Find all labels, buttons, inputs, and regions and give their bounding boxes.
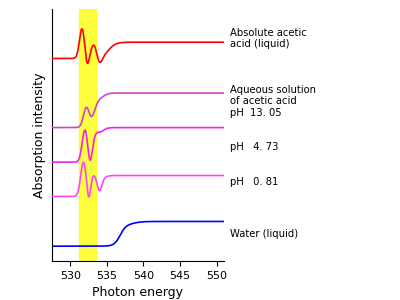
X-axis label: Photon energy: Photon energy	[92, 286, 184, 299]
Text: Absolute acetic
acid (liquid): Absolute acetic acid (liquid)	[230, 28, 307, 50]
Text: pH   0. 81: pH 0. 81	[230, 177, 278, 187]
Y-axis label: Absorption intensity: Absorption intensity	[34, 72, 46, 198]
Text: pH  13. 05: pH 13. 05	[230, 108, 282, 118]
Text: Aqueous solution
of acetic acid: Aqueous solution of acetic acid	[230, 85, 316, 106]
Bar	[79, 9, 96, 261]
Text: Water (liquid): Water (liquid)	[230, 229, 298, 239]
Text: pH   4. 73: pH 4. 73	[230, 142, 278, 152]
